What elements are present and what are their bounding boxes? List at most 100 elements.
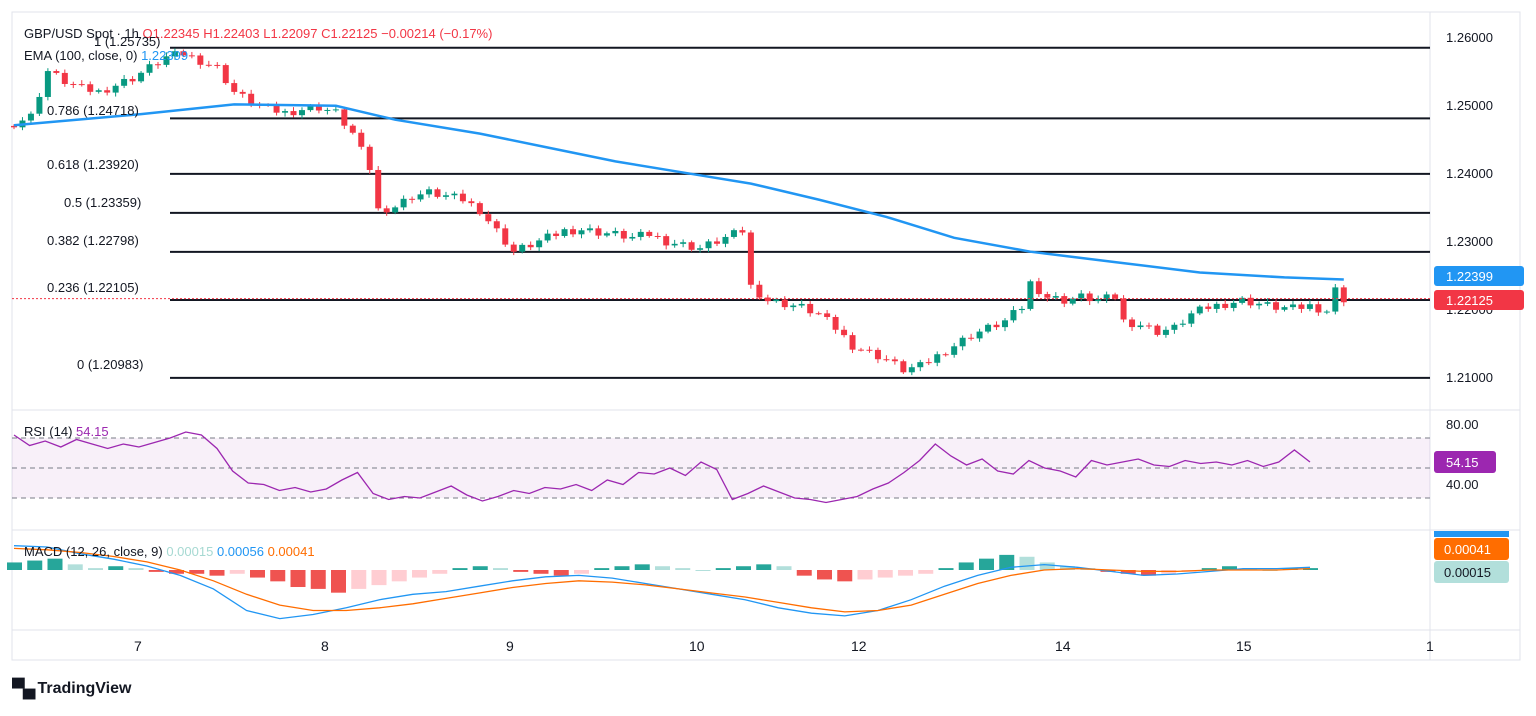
candle-body bbox=[1273, 302, 1280, 310]
macd-hist-bar bbox=[472, 566, 488, 570]
candle-body bbox=[1315, 304, 1322, 313]
fib-label-0236: 0.236 (1.22105) bbox=[47, 280, 139, 295]
candle-body bbox=[654, 235, 661, 237]
candle-body bbox=[146, 64, 153, 73]
candle-body bbox=[917, 362, 924, 368]
macd-hist-bar bbox=[209, 570, 225, 576]
candle-body bbox=[1069, 298, 1076, 304]
macd-hist-bar bbox=[351, 570, 367, 589]
candle-body bbox=[1001, 320, 1008, 328]
candle-body bbox=[121, 78, 128, 86]
candle-body bbox=[730, 230, 737, 237]
macd-hist-bar bbox=[817, 570, 832, 580]
candle-body bbox=[1323, 311, 1330, 313]
candle-body bbox=[841, 329, 848, 336]
candle-body bbox=[36, 96, 43, 114]
symbol-name: GBP/USD Spot · 1h bbox=[24, 26, 139, 41]
rsi-legend[interactable]: RSI (14) 54.15 bbox=[24, 424, 109, 439]
candle-body bbox=[459, 193, 466, 202]
candle-body bbox=[815, 313, 822, 315]
candle-body bbox=[620, 230, 627, 239]
fib-label-05: 0.5 (1.23359) bbox=[64, 195, 142, 210]
candle-body bbox=[27, 113, 34, 121]
symbol-legend[interactable]: GBP/USD Spot · 1h O1.22345 H1.22403 L1.2… bbox=[24, 26, 492, 41]
candle-body bbox=[1120, 298, 1127, 320]
candle-body bbox=[1018, 308, 1025, 311]
candle-body bbox=[197, 55, 204, 65]
candle-body bbox=[553, 233, 560, 236]
candle-body bbox=[476, 203, 483, 215]
candle-body bbox=[1332, 287, 1339, 312]
candle-body bbox=[968, 337, 975, 339]
ema-legend-value: 1.22399 bbox=[141, 48, 189, 63]
macd-hist-bar bbox=[310, 570, 326, 589]
candle-body bbox=[747, 232, 754, 285]
candle-body bbox=[578, 230, 585, 235]
candle-body bbox=[985, 324, 992, 332]
ohlc-open: O1.22345 bbox=[142, 26, 200, 41]
candle-body bbox=[1129, 319, 1136, 328]
time-tick: 12 bbox=[851, 638, 867, 654]
macd-hist-bar bbox=[938, 568, 954, 570]
macd-hist-bar bbox=[736, 566, 751, 570]
candle-body bbox=[485, 214, 492, 222]
ohlc-high: H1.22403 bbox=[203, 26, 260, 41]
candle-body bbox=[561, 229, 568, 236]
candle-body bbox=[180, 51, 187, 56]
macd-hist-bar bbox=[796, 570, 812, 576]
macd-legend-signal: 0.00041 bbox=[267, 544, 315, 559]
candle-body bbox=[1213, 303, 1220, 309]
candle-body bbox=[138, 72, 145, 82]
macd-legend[interactable]: MACD (12, 26, close, 9) 0.00015 0.00056 … bbox=[24, 544, 315, 559]
macd-hist-bar bbox=[857, 570, 873, 580]
candle-body bbox=[883, 359, 890, 361]
candle-body bbox=[493, 221, 500, 229]
candle-body bbox=[451, 193, 458, 196]
candle-body bbox=[586, 228, 593, 231]
candle-body bbox=[1145, 325, 1152, 327]
candle-body bbox=[510, 244, 517, 252]
candle-body bbox=[78, 84, 85, 86]
macd-hist-bar bbox=[999, 554, 1015, 570]
macd-hist-bar bbox=[574, 570, 589, 574]
candle-body bbox=[61, 72, 68, 84]
candle-body bbox=[519, 244, 526, 252]
macd-hist-bar bbox=[148, 570, 164, 572]
candle-body bbox=[409, 198, 416, 200]
time-tick: 1 bbox=[1426, 638, 1434, 654]
candle-body bbox=[1052, 296, 1059, 298]
candle-body bbox=[1264, 302, 1271, 304]
macd-hist-bar bbox=[756, 564, 772, 570]
candle-body bbox=[383, 208, 390, 213]
candle-body bbox=[332, 109, 339, 111]
macd-hist-bar bbox=[1201, 568, 1217, 570]
candle-body bbox=[688, 242, 695, 250]
macd-hist-bar bbox=[776, 566, 792, 570]
price-tick: 1.25000 bbox=[1446, 98, 1493, 113]
candle-body bbox=[11, 125, 17, 128]
tradingview-logo[interactable]: ▀▄ TradingView bbox=[12, 678, 131, 699]
macd-hist-bar bbox=[634, 564, 650, 570]
macd-hist-bar bbox=[412, 570, 427, 578]
candle-body bbox=[1289, 304, 1296, 308]
time-tick: 7 bbox=[134, 638, 142, 654]
candle-body bbox=[290, 111, 297, 116]
candle-body bbox=[629, 236, 636, 239]
macd-hist-bar bbox=[513, 570, 529, 572]
tradingview-logo-text: TradingView bbox=[37, 679, 132, 697]
macd-hist-bar bbox=[877, 570, 893, 578]
macd-badge bbox=[1434, 531, 1509, 537]
signal-line bbox=[13, 547, 1311, 613]
candle-body bbox=[273, 105, 280, 113]
candle-body bbox=[1137, 325, 1144, 328]
rsi-badge bbox=[1434, 451, 1496, 473]
candle-body bbox=[375, 169, 382, 209]
macd-hist-bar bbox=[695, 570, 711, 571]
macd-hist-bar bbox=[898, 570, 913, 576]
ema-legend[interactable]: EMA (100, close, 0) 1.22399 bbox=[24, 48, 188, 63]
macd-hist-bar bbox=[108, 566, 124, 570]
macd-hist-bar bbox=[47, 558, 63, 570]
candle-body bbox=[637, 231, 644, 237]
close-badge bbox=[1434, 290, 1524, 310]
